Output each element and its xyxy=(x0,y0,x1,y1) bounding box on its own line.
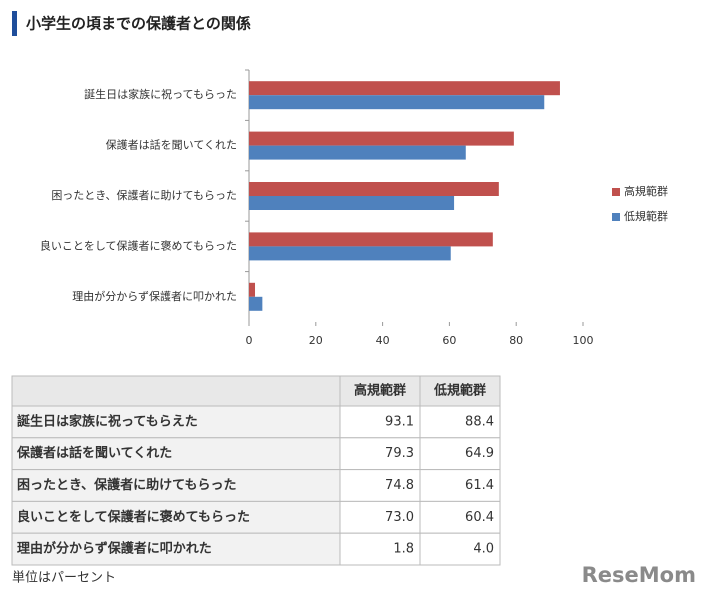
bar xyxy=(249,282,256,297)
table-cell xyxy=(419,437,501,471)
table-value: 88.4 xyxy=(465,414,494,429)
bar xyxy=(249,182,499,196)
table-cell xyxy=(339,532,421,566)
table-value: 4.0 xyxy=(473,542,494,557)
y-tick-label: 良いことをして保護者に褒めてもらった xyxy=(40,238,237,252)
page-title: 小学生の頃までの保護者との関係 xyxy=(26,15,251,33)
table-value: 93.1 xyxy=(385,414,414,429)
table-cell xyxy=(339,469,421,502)
bar xyxy=(249,232,493,247)
x-tick-label: 40 xyxy=(376,334,390,347)
table-value: 61.4 xyxy=(465,478,494,493)
table-value: 64.9 xyxy=(465,446,494,461)
table-cell xyxy=(11,469,341,502)
table-value: 74.8 xyxy=(385,478,414,493)
x-tick-label: 80 xyxy=(509,334,523,347)
table-cell xyxy=(419,532,501,566)
bar xyxy=(249,145,466,160)
table-value: 73.0 xyxy=(385,510,414,525)
table-header: 高規範群 xyxy=(354,383,406,399)
y-tick-label: 困ったとき、保護者に助けてもらった xyxy=(51,188,237,202)
legend-label: 高規範群 xyxy=(624,184,668,198)
bar xyxy=(249,246,451,261)
row-label: 保護者は話を聞いてくれた xyxy=(16,445,172,461)
logo: ReseMom xyxy=(582,563,696,587)
y-tick-label: 保護者は話を聞いてくれた xyxy=(106,138,237,152)
row-label: 良いことをして保護者に褒めてもらった xyxy=(17,509,250,525)
legend-swatch xyxy=(612,188,620,196)
table-cell xyxy=(11,532,341,566)
x-tick-label: 20 xyxy=(309,334,323,347)
row-label: 困ったとき、保護者に助けてもらった xyxy=(17,477,236,493)
x-tick-label: 0 xyxy=(246,334,253,347)
y-tick-label: 理由が分からず保護者に叩かれた xyxy=(72,289,237,303)
table-value: 60.4 xyxy=(465,510,494,525)
legend-label: 低規範群 xyxy=(624,209,668,223)
y-tick-label: 誕生日は家族に祝ってもらった xyxy=(84,87,237,101)
x-tick-label: 100 xyxy=(573,334,594,347)
unit-note: 単位はパーセント xyxy=(12,570,116,586)
bar xyxy=(249,131,514,146)
bar xyxy=(249,81,560,96)
bar xyxy=(249,296,263,311)
table-value: 79.3 xyxy=(385,446,414,461)
header-cell xyxy=(339,375,421,407)
title-bar xyxy=(12,11,17,36)
x-tick-label: 60 xyxy=(442,334,456,347)
bar xyxy=(249,95,545,110)
legend-swatch xyxy=(612,213,620,221)
table-cell xyxy=(11,405,341,439)
table-cell xyxy=(11,437,341,471)
table-cell xyxy=(419,469,501,502)
row-label: 誕生日は家族に祝ってもらえた xyxy=(17,413,198,429)
row-label: 理由が分からず保護者に叩かれた xyxy=(17,541,212,557)
bar xyxy=(249,196,455,210)
table-header: 低規範群 xyxy=(433,383,486,399)
table-value: 1.8 xyxy=(393,542,414,557)
